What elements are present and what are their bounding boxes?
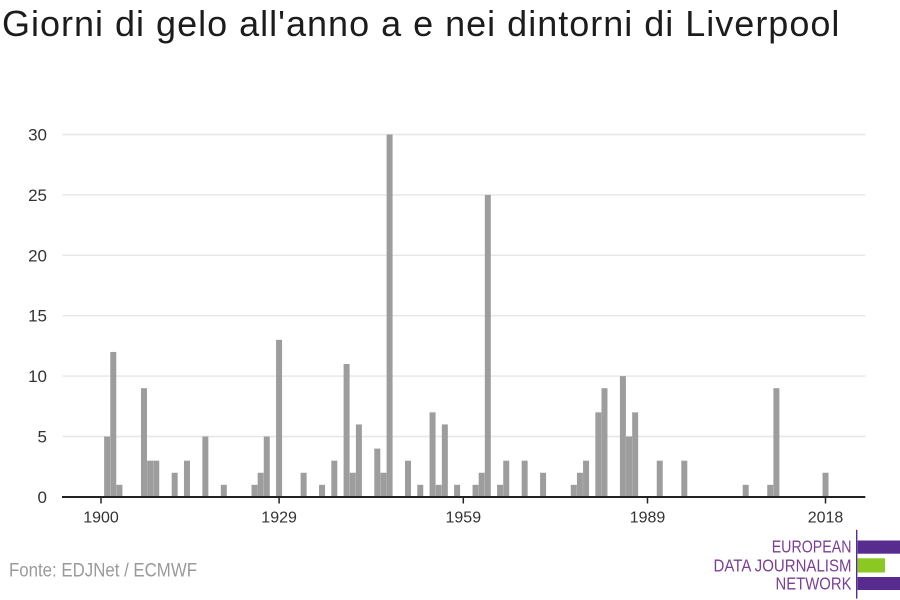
svg-text:2018: 2018 <box>808 510 844 527</box>
svg-text:Giorni di gelo all'anno a e ne: Giorni di gelo all'anno a e nei dintorni… <box>2 3 840 44</box>
svg-text:NETWORK: NETWORK <box>776 574 852 594</box>
svg-text:EUROPEAN: EUROPEAN <box>772 537 852 557</box>
svg-text:15: 15 <box>28 307 47 326</box>
svg-text:1959: 1959 <box>446 510 482 527</box>
svg-text:1989: 1989 <box>630 510 666 527</box>
svg-text:5: 5 <box>38 428 47 447</box>
svg-text:1929: 1929 <box>261 510 297 527</box>
svg-text:10: 10 <box>28 367 47 386</box>
svg-text:30: 30 <box>28 126 47 145</box>
svg-text:Fonte: EDJNet / ECMWF: Fonte: EDJNet / ECMWF <box>9 560 197 582</box>
svg-text:20: 20 <box>28 246 47 265</box>
svg-text:25: 25 <box>28 186 47 205</box>
svg-text:DATA JOURNALISM: DATA JOURNALISM <box>714 556 852 576</box>
svg-text:1900: 1900 <box>83 510 119 527</box>
svg-text:0: 0 <box>38 488 47 507</box>
